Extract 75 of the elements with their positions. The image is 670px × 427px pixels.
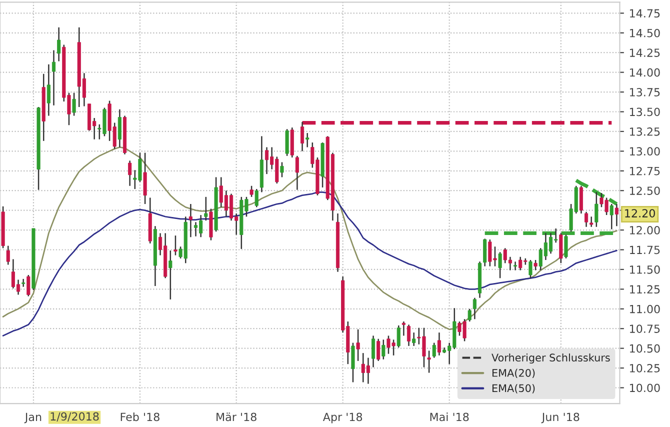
legend-label: EMA(50): [492, 384, 535, 394]
y-tick-label: 14.25: [630, 48, 660, 57]
candlestick: [534, 259, 538, 271]
candlestick: [280, 162, 284, 178]
y-tick-label: 11.75: [630, 246, 660, 254]
y-tick-label: 12.50: [630, 186, 660, 195]
candlestick: [396, 324, 400, 348]
y-tick-label: 10.00: [630, 384, 660, 392]
candlestick: [351, 342, 355, 383]
candlestick: [376, 338, 380, 362]
legend-label: Vorheriger Schlusskurs: [492, 353, 610, 364]
candlestick: [250, 185, 254, 198]
x-tick-label: Jun '18: [541, 412, 580, 424]
line-series: [2, 191, 618, 336]
candlestick: [6, 245, 10, 266]
text: 1/9/2018: [50, 412, 99, 422]
y-tick-label: 11.50: [630, 265, 660, 274]
candlestick: [72, 92, 76, 116]
candlestick: [406, 324, 411, 347]
candlestick: [285, 128, 289, 157]
candlestick: [498, 251, 502, 279]
candlestick: [204, 196, 208, 222]
y-tick-label: 13.25: [630, 127, 660, 136]
x-tick-label: Feb '18: [120, 412, 160, 422]
x-tick-label: Mär '18: [216, 412, 256, 422]
y-tick-label: 14.50: [630, 28, 660, 38]
candlestick: [168, 250, 172, 300]
candlestick: [118, 108, 122, 148]
candlestick: [295, 155, 299, 190]
candlestick: [26, 274, 30, 297]
candlestick: [528, 259, 532, 279]
candlestick: [483, 238, 487, 267]
candlestick: [52, 50, 56, 106]
candlestick: [371, 335, 376, 368]
candlestick: [382, 339, 386, 360]
y-tick-label: 13.00: [630, 147, 660, 156]
annotation: 12.20: [625, 209, 655, 218]
candlestick: [614, 203, 618, 227]
candlestick: [412, 332, 416, 347]
y-tick-label: 13.75: [630, 88, 660, 96]
y-tick-label: 10.25: [630, 364, 660, 372]
y-tick-label: 10.50: [630, 344, 660, 353]
y-tick-label: 12.75: [630, 166, 660, 176]
candlestick: [590, 216, 594, 228]
candlestick: [437, 332, 441, 356]
x-tick-label: Mai '18: [430, 412, 469, 422]
y-tick-label: 13.50: [630, 108, 660, 116]
candlestick: [46, 64, 50, 116]
candlestick: [254, 188, 258, 208]
candlestick: [356, 328, 360, 362]
candlestick: [306, 132, 310, 148]
legend-label: EMA(20): [492, 368, 535, 378]
y-tick-label: 11.25: [630, 285, 660, 294]
x-tick-label: Apr '18: [322, 412, 362, 424]
candlestick: [559, 232, 563, 264]
x-tick-label: Jan: [24, 412, 42, 424]
y-tick-label: 14.75: [630, 9, 660, 18]
candlestick: [22, 278, 26, 288]
candlestick: [57, 26, 61, 62]
candlestick: [174, 234, 178, 256]
y-tick-label: 12.00: [630, 226, 660, 234]
candlestick: [432, 342, 436, 358]
y-tick-label: 14.00: [630, 68, 660, 77]
candlestick: [468, 308, 472, 322]
candlestick: [128, 160, 132, 186]
candlestick: [188, 203, 192, 238]
candlestick: [579, 185, 583, 214]
candlestick: [427, 350, 431, 374]
candlestick: [143, 152, 147, 205]
candlestick: [584, 211, 588, 228]
y-tick-label: 11.00: [630, 304, 660, 314]
candlestick: [402, 320, 406, 336]
candlestick: [472, 297, 476, 320]
y-tick-label: 10.75: [630, 324, 660, 333]
candlestick: [513, 260, 518, 271]
